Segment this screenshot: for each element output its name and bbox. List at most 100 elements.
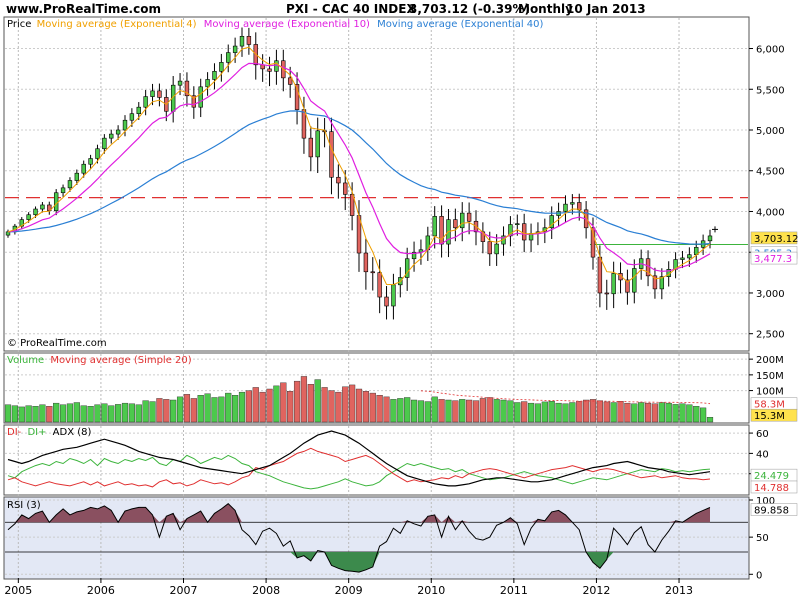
legend-volume: Volume [7,355,44,366]
volume-bar [569,402,576,423]
adx-y-tick-label: 60 [756,429,769,440]
volume-y-tick-label: 200M [756,355,784,366]
volume-bar [225,392,232,423]
volume-bar [445,399,452,423]
volume-bar [479,398,486,423]
candle-body [115,129,121,135]
adx-y-tick-label: 40 [756,449,769,460]
candle-body [102,137,107,150]
volume-bar [245,390,252,423]
plus-di-value-label: 24.479 [754,471,789,482]
candle-body [40,204,45,210]
volume-bar [321,387,328,423]
volume-bar [314,379,321,423]
x-tick-label: 2010 [417,584,445,597]
candle-body [680,257,685,260]
candle-body [67,180,73,189]
volume-bar [349,384,356,423]
candle-body [53,192,59,211]
candle-body [370,271,375,274]
volume-bar [87,406,94,423]
period-label: Monthly [518,2,573,16]
candle-body [349,194,355,216]
price-panel [3,16,750,352]
legend-minus-di: DI- [7,427,22,438]
volume-bar [644,402,652,423]
volume-bar [183,394,191,423]
volume-bar [576,401,583,423]
candle-body [336,176,341,184]
volume-bar [18,406,25,423]
candle-body [95,148,100,159]
rsi-overbought-fill [14,503,711,523]
volume-bar [108,405,115,423]
candle-body [632,268,637,293]
candle-body [33,208,38,216]
candle-body [625,279,630,293]
ema4-line [7,46,711,286]
volume-bar [211,397,218,423]
candle-body [494,243,499,255]
candle-body [315,130,320,158]
volume-bar [39,404,46,423]
volume-ma-value-label: 58.3M [754,400,785,411]
copyright-label: © ProRealTime.com [7,338,107,349]
candle-body [150,90,155,97]
rsi-y-tick-label: 0 [756,570,762,581]
candle-body [122,119,128,131]
candle-body [515,223,520,226]
volume-bar [252,387,259,423]
volume-bar [328,390,335,423]
ema10-value-label: 3,477.3 [754,254,792,265]
volume-bar [617,401,624,423]
volume-bar [94,404,101,423]
volume-bar [651,403,659,423]
candle-body [60,187,66,194]
volume-bar [693,406,700,423]
volume-bar [204,393,211,423]
volume-bar [362,391,369,423]
adx-legend: DI- DI+ ADX (8) [7,427,92,438]
volume-bar [706,417,714,423]
legend-volume-ma: Moving average (Simple 20) [50,355,191,366]
candle-body [301,109,307,139]
candle-body [157,90,162,98]
candle-body [294,84,300,110]
rsi-value-label: 89.858 [754,506,789,517]
volume-bar [472,400,480,423]
volume-bar [486,397,493,423]
volume-last-label: 15.3M [754,411,785,422]
candle-body [205,79,210,88]
volume-bar [500,399,507,423]
volume-bar [176,396,184,423]
adx-series-di [7,447,711,488]
volume-bar [459,399,466,423]
candle-body [453,219,458,229]
volume-bar [583,399,590,423]
candle-body [287,77,293,85]
candle-body [109,133,114,139]
volume-bar [603,401,610,423]
candle-body [460,212,465,229]
volume-bar [672,404,679,423]
candle-body [363,252,369,273]
volume-bar [80,405,87,423]
price-y-tick-label: 2,500 [756,330,785,341]
candle-body [687,254,692,259]
volume-bar [342,386,349,423]
candle-body [191,95,197,108]
candle-body [466,212,472,222]
volume-bar [135,404,142,423]
volume-bar [163,399,170,423]
volume-bar [596,400,603,423]
candle-body [212,71,217,80]
candle-body [246,35,252,45]
volume-bar [521,401,528,423]
volume-bar [562,403,569,423]
candle-body [659,276,665,290]
volume-ma-line [420,390,711,405]
volume-bar [273,385,280,423]
candle-body [404,258,410,278]
candle-body [597,256,603,294]
